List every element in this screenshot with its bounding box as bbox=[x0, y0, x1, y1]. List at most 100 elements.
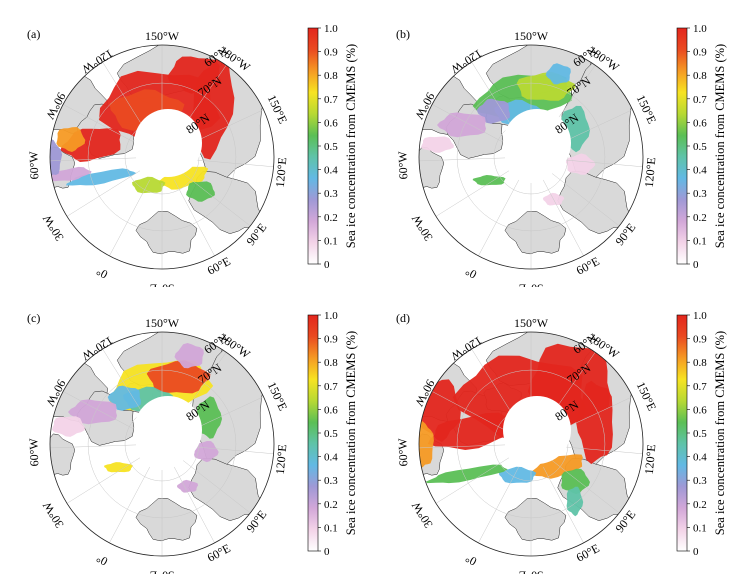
longitude-label: 120°E bbox=[642, 444, 659, 475]
colorbar-title: Sea ice concentration from CMEMS (%) bbox=[713, 331, 727, 535]
sea-ice-patch bbox=[545, 63, 571, 85]
colorbar-title: Sea ice concentration from CMEMS (%) bbox=[344, 44, 358, 248]
map-panel-b: (b) 150°W180°W150°E120°E90°E60°E30°E0°30… bbox=[369, 0, 738, 296]
sea-ice-patch bbox=[186, 181, 215, 202]
longitude-label: 120°E bbox=[642, 157, 659, 188]
colorbar-tick-label: 0.1 bbox=[324, 522, 338, 534]
meridian-line bbox=[187, 446, 274, 455]
colorbar-tick-label: 0.8 bbox=[324, 70, 338, 82]
colorbar bbox=[307, 314, 319, 552]
pole-hole bbox=[503, 109, 571, 177]
colorbar-tick-label: 0.9 bbox=[324, 334, 338, 346]
meridian-line bbox=[471, 348, 518, 423]
colorbar-tick-label: 0.4 bbox=[324, 452, 338, 464]
longitude-label: 0° bbox=[463, 264, 479, 282]
longitude-label: 150°W bbox=[145, 316, 180, 330]
colorbar-tick-label: 0 bbox=[324, 546, 330, 558]
pole-hole bbox=[503, 396, 571, 464]
longitude-label: 60°W bbox=[26, 150, 41, 179]
meridian-line bbox=[471, 61, 518, 136]
meridian-line bbox=[50, 444, 137, 449]
meridian-line bbox=[182, 172, 251, 227]
polar-map: 150°W180°W150°E120°E90°E60°E30°E0°30°W60… bbox=[395, 23, 727, 296]
longitude-label: 0° bbox=[463, 551, 479, 569]
sea-ice-patch bbox=[421, 136, 454, 153]
longitude-label: 60°W bbox=[395, 150, 410, 179]
colorbar-tick-label: 0.1 bbox=[324, 235, 338, 247]
meridian-line bbox=[109, 179, 151, 257]
longitude-label: 150°W bbox=[514, 316, 549, 330]
land-mass bbox=[188, 457, 263, 521]
colorbar-tick-label: 0.2 bbox=[693, 499, 707, 511]
sea-ice-patch bbox=[476, 98, 510, 124]
land-mass bbox=[135, 498, 198, 542]
longitude-label: 150°E bbox=[265, 93, 290, 126]
colorbar-tick-label: 0.3 bbox=[324, 188, 338, 200]
colorbar-tick-label: 0.1 bbox=[693, 235, 707, 247]
colorbar-tick-label: 0 bbox=[693, 546, 699, 558]
sea-ice-patch bbox=[56, 127, 86, 152]
sea-ice-patch bbox=[132, 176, 166, 194]
colorbar-tick-label: 1.0 bbox=[693, 310, 707, 322]
colorbar-tick-label: 0.6 bbox=[324, 404, 338, 416]
colorbar-tick-label: 0 bbox=[693, 259, 699, 271]
meridian-line bbox=[66, 457, 141, 504]
colorbar-tick-label: 0.6 bbox=[324, 117, 338, 129]
meridian-line bbox=[542, 179, 584, 257]
colorbar-tick-label: 0.2 bbox=[324, 499, 338, 511]
map-panel-c: (c) 150°W180°W150°E120°E90°E60°E30°E0°30… bbox=[0, 287, 369, 579]
sea-ice-patch bbox=[68, 399, 117, 425]
polar-map: 150°W180°W150°E120°E90°E60°E30°E0°30°W60… bbox=[395, 310, 727, 579]
colorbar-tick-label: 0.7 bbox=[324, 381, 338, 393]
meridian-line bbox=[542, 466, 584, 544]
longitude-label: 30°E bbox=[519, 569, 543, 574]
sea-ice-patch bbox=[174, 343, 204, 369]
longitude-label: 0° bbox=[94, 551, 110, 569]
map-panel-a: (a) 150°W180°W150°E120°E90°E60°E30°E0°30… bbox=[0, 0, 369, 296]
panel-label: (c) bbox=[27, 311, 41, 325]
meridian-line bbox=[66, 170, 141, 217]
meridian-line bbox=[556, 446, 643, 455]
colorbar-tick-label: 0.8 bbox=[693, 70, 707, 82]
colorbar-tick-label: 0.7 bbox=[324, 94, 338, 106]
sea-ice-patch bbox=[51, 166, 92, 182]
sea-ice-patch bbox=[50, 138, 63, 177]
sea-ice-patch bbox=[177, 479, 199, 493]
longitude-label: 30°W bbox=[39, 212, 66, 244]
longitude-label: 120°E bbox=[273, 444, 290, 475]
colorbar-tick-label: 0.8 bbox=[324, 357, 338, 369]
longitude-label: 60°W bbox=[26, 437, 41, 466]
colorbar-tick-label: 1.0 bbox=[693, 23, 707, 35]
map-border bbox=[418, 331, 644, 557]
sea-ice-patch bbox=[107, 385, 141, 411]
meridian-line bbox=[431, 391, 509, 433]
polar-map: 150°W180°W150°E120°E90°E60°E30°E0°30°W60… bbox=[26, 310, 358, 579]
colorbar-tick-label: 0 bbox=[324, 259, 330, 271]
land-mass bbox=[135, 211, 198, 255]
polar-map: 150°W180°W150°E120°E90°E60°E30°E0°30°W60… bbox=[26, 23, 358, 296]
colorbar-tick-label: 0.6 bbox=[693, 404, 707, 416]
colorbar-tick-label: 0.4 bbox=[324, 165, 338, 177]
land-mass bbox=[50, 433, 76, 476]
colorbar bbox=[676, 27, 688, 265]
colorbar-tick-label: 0.6 bbox=[693, 117, 707, 129]
meridian-line bbox=[551, 172, 620, 227]
meridian-line bbox=[556, 159, 643, 168]
longitude-label: 30°E bbox=[150, 569, 174, 574]
map-border bbox=[49, 331, 275, 557]
longitude-label: 150°W bbox=[514, 29, 549, 43]
longitude-label: 0° bbox=[94, 264, 110, 282]
meridian-line bbox=[62, 104, 140, 146]
longitude-label: 30°W bbox=[408, 212, 435, 244]
colorbar-tick-label: 0.3 bbox=[324, 475, 338, 487]
land-mass bbox=[504, 211, 567, 255]
sea-ice-patch bbox=[197, 396, 222, 439]
sea-ice-patch bbox=[566, 486, 584, 517]
meridian-line bbox=[102, 61, 149, 136]
sea-ice-patch bbox=[167, 56, 221, 94]
colorbar-tick-label: 0.7 bbox=[693, 381, 707, 393]
colorbar-tick-label: 0.5 bbox=[324, 141, 338, 153]
land-mass bbox=[419, 146, 445, 189]
sea-ice-patch bbox=[194, 441, 219, 463]
sea-ice-patch bbox=[498, 466, 537, 484]
